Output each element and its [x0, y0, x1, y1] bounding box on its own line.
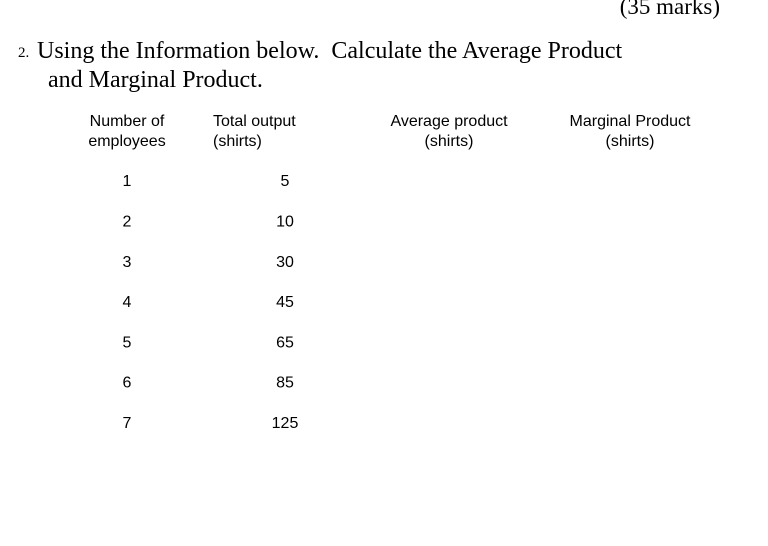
table-header: Total output	[213, 113, 296, 130]
table-cell: 5	[281, 173, 290, 190]
table-header: Average product	[390, 113, 508, 130]
table-header: employees	[88, 133, 165, 150]
table-cell: 6	[123, 375, 132, 392]
table-cell: 65	[276, 334, 294, 351]
table-header: (shirts)	[213, 133, 262, 150]
table-cell: 3	[123, 254, 132, 271]
table-cell: 5	[123, 334, 132, 351]
table-header: (shirts)	[425, 133, 474, 150]
table-cell: 45	[276, 294, 294, 311]
table-cell: 125	[272, 415, 299, 432]
table-cell: 4	[123, 294, 132, 311]
table-cell: 30	[276, 254, 294, 271]
marks: (35 marks)	[620, 0, 720, 19]
table-header: (shirts)	[606, 133, 655, 150]
table-cell: 2	[123, 214, 132, 231]
table: Number of employees Total output (shirts) Av…	[88, 113, 691, 432]
table-header: Number of	[90, 113, 165, 130]
table-header: Marginal Product	[570, 113, 692, 130]
question-text: and Marginal Product.	[48, 67, 263, 93]
question-number: 2.	[18, 45, 29, 61]
question-text: Using the Information below. Calculate t…	[37, 38, 622, 64]
table-cell: 85	[276, 375, 294, 392]
table-cell: 7	[123, 415, 132, 432]
table-cell: 10	[276, 214, 294, 231]
table-cell: 1	[123, 173, 132, 190]
